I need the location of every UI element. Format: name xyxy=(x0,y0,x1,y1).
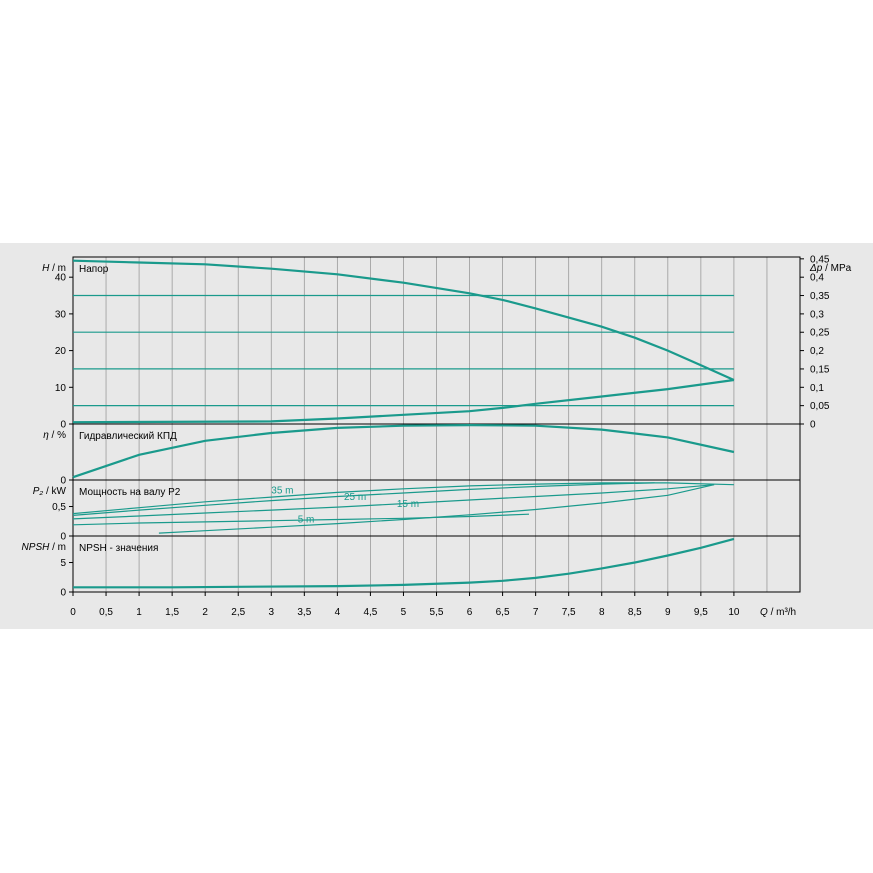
head-right-tick-label: 0,05 xyxy=(810,401,830,412)
head-right-tick-label: 0 xyxy=(810,420,816,431)
x-tick-label: 4 xyxy=(335,607,341,618)
head-right-tick-label: 0,4 xyxy=(810,273,824,284)
x-tick-label: 10 xyxy=(728,607,740,618)
power-series-1 xyxy=(72,482,655,516)
x-tick-label: 6,5 xyxy=(496,607,510,618)
npsh-ylabel: NPSH / m xyxy=(22,542,66,553)
power-annotation: 25 m xyxy=(344,492,366,503)
x-tick-label: 5,5 xyxy=(430,607,444,618)
power-title: Мощность на валу P2 xyxy=(79,487,181,498)
power-annotation: 15 m xyxy=(397,499,419,510)
x-tick-label: 9 xyxy=(665,607,671,618)
x-tick-label: 3 xyxy=(268,607,274,618)
power-annotation: 5 m xyxy=(298,514,315,525)
efficiency-ylabel: η / % xyxy=(43,430,66,441)
npsh-title: NPSH - значения xyxy=(79,543,158,554)
x-tick-label: 4,5 xyxy=(363,607,377,618)
x-tick-label: 1,5 xyxy=(165,607,179,618)
head-right-tick-label: 0,15 xyxy=(810,364,830,375)
x-tick-label: 8,5 xyxy=(628,607,642,618)
head-tick-label: 10 xyxy=(55,383,67,394)
power-series-3 xyxy=(72,513,530,526)
x-tick-label: 5 xyxy=(401,607,407,618)
head-right-tick-label: 0,45 xyxy=(810,254,830,265)
npsh-tick-label: 0 xyxy=(60,588,66,599)
npsh-tick-label: 5 xyxy=(60,558,66,569)
power-annotation: 35 m xyxy=(271,486,293,497)
curves-layer xyxy=(72,259,735,589)
head-ylabel-right: Δp / MPa xyxy=(809,263,852,274)
power-tick-label: 0,5 xyxy=(52,502,66,513)
head-right-tick-label: 0,25 xyxy=(810,328,830,339)
power-series-4 xyxy=(158,484,715,534)
head-right-tick-label: 0,35 xyxy=(810,291,830,302)
head-series-0 xyxy=(72,259,735,382)
frame-layer xyxy=(69,256,804,596)
x-tick-label: 9,5 xyxy=(694,607,708,618)
head-tick-label: 0 xyxy=(60,420,66,431)
power-series-0 xyxy=(72,482,734,515)
head-ylabel: H / m xyxy=(42,263,66,274)
x-tick-label: 0,5 xyxy=(99,607,113,618)
x-tick-label: 3,5 xyxy=(297,607,311,618)
npsh-series-0 xyxy=(73,537,735,589)
x-tick-label: 2 xyxy=(202,607,208,618)
x-tick-label: 0 xyxy=(70,607,76,618)
efficiency-tick-label: 0 xyxy=(60,476,66,487)
efficiency-title: Гидравлический КПД xyxy=(79,431,177,442)
head-tick-label: 40 xyxy=(55,273,67,284)
x-tick-label: 8 xyxy=(599,607,605,618)
power-tick-label: 0 xyxy=(60,532,66,543)
head-tick-label: 20 xyxy=(55,346,67,357)
head-tick-label: 30 xyxy=(55,309,67,320)
efficiency-series-0 xyxy=(72,423,735,479)
x-tick-label: 7,5 xyxy=(562,607,576,618)
x-tick-label: 7 xyxy=(533,607,539,618)
head-series-5 xyxy=(72,378,735,424)
head-right-tick-label: 0,3 xyxy=(810,309,824,320)
head-right-tick-label: 0,2 xyxy=(810,346,824,357)
head-right-tick-label: 0,1 xyxy=(810,383,824,394)
x-tick-label: 1 xyxy=(136,607,142,618)
power-ylabel: P₂ / kW xyxy=(33,486,67,497)
x-tick-label: 6 xyxy=(467,607,473,618)
x-axis-label: Q / m³/h xyxy=(760,607,796,618)
head-title: Напор xyxy=(79,264,109,275)
x-tick-label: 2,5 xyxy=(231,607,245,618)
power-series-2 xyxy=(72,484,715,520)
